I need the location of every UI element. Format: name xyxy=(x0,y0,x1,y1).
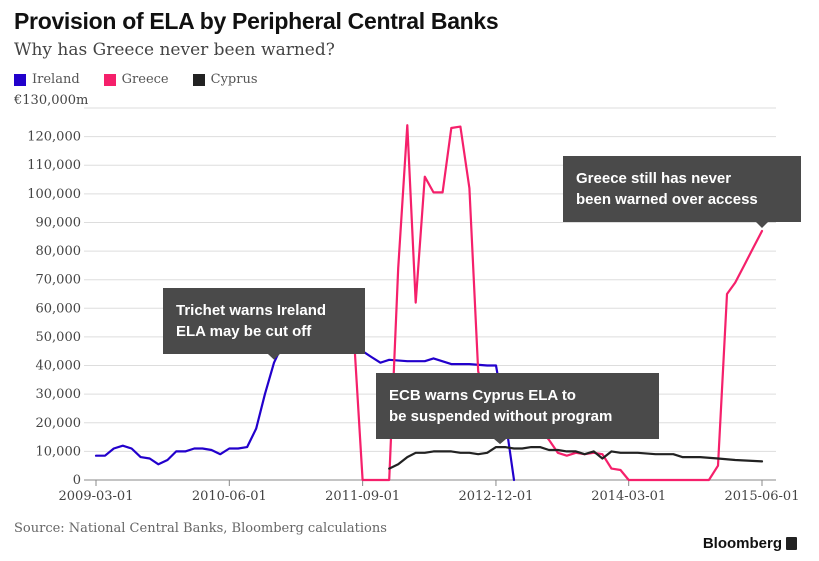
annotation-pointer xyxy=(756,222,768,229)
series-line-cyprus xyxy=(388,446,764,470)
annotation-box xyxy=(376,373,659,439)
x-tick-label: 2014-03-01 xyxy=(591,489,666,504)
annotation-text: ECB warns Cyprus ELA to xyxy=(389,387,576,404)
x-tick-label: 2012-12-01 xyxy=(458,489,533,504)
y-tick-label: 40,000 xyxy=(36,359,82,374)
y-tick-label-top: €130,000m xyxy=(13,93,88,108)
chart-title: Provision of ELA by Peripheral Central B… xyxy=(14,8,499,34)
annotation-text: Greece still has never xyxy=(576,170,731,187)
y-tick-label: 60,000 xyxy=(36,301,82,316)
brand-name: Bloomberg xyxy=(702,535,782,552)
annotation-text: Trichet warns Ireland xyxy=(176,302,326,319)
y-tick-label: 90,000 xyxy=(36,215,82,230)
y-tick-label: 0 xyxy=(73,473,81,488)
legend-label-greece: Greece xyxy=(121,72,169,87)
y-tick-label: 80,000 xyxy=(36,244,82,259)
legend-swatch-cyprus xyxy=(192,73,205,86)
y-tick-label: 30,000 xyxy=(36,387,82,402)
source-note: Source: National Central Banks, Bloomber… xyxy=(14,521,387,536)
legend: Ireland Greece Cyprus xyxy=(14,72,258,87)
legend-item-greece: Greece xyxy=(103,72,169,87)
legend-label-cyprus: Cyprus xyxy=(210,72,258,87)
annotation-pointer xyxy=(267,354,280,360)
annotation-text: ELA may be cut off xyxy=(176,323,312,340)
legend-item-ireland: Ireland xyxy=(14,72,80,87)
y-tick-label: 20,000 xyxy=(36,416,82,431)
y-tick-label: 110,000 xyxy=(27,158,81,173)
legend-item-cyprus: Cyprus xyxy=(192,72,258,87)
y-tick-label: 100,000 xyxy=(27,187,81,202)
x-tick-label: 2010-06-01 xyxy=(192,489,267,504)
x-tick-label: 2009-03-01 xyxy=(59,489,134,504)
y-tick-label: 70,000 xyxy=(36,273,82,288)
legend-label-ireland: Ireland xyxy=(32,72,80,87)
x-tick-label: 2011-09-01 xyxy=(325,489,400,504)
y-tick-label: 50,000 xyxy=(36,330,82,345)
annotation-text: be suspended without program xyxy=(389,408,612,425)
y-tick-label: 10,000 xyxy=(36,444,82,459)
chart-subtitle: Why has Greece never been warned? xyxy=(14,40,335,60)
y-tick-label: 120,000 xyxy=(27,130,81,145)
annotation-box xyxy=(163,288,365,354)
bloomberg-logo: Bloomberg xyxy=(703,535,797,552)
legend-swatch-ireland xyxy=(14,73,26,86)
annotation-box xyxy=(563,156,801,222)
annotation-text: been warned over access xyxy=(576,191,758,208)
bloomberg-logo-icon xyxy=(786,537,797,550)
legend-swatch-greece xyxy=(103,73,116,86)
annotation-pointer xyxy=(494,439,507,445)
x-tick-label: 2015-06-01 xyxy=(725,489,800,504)
